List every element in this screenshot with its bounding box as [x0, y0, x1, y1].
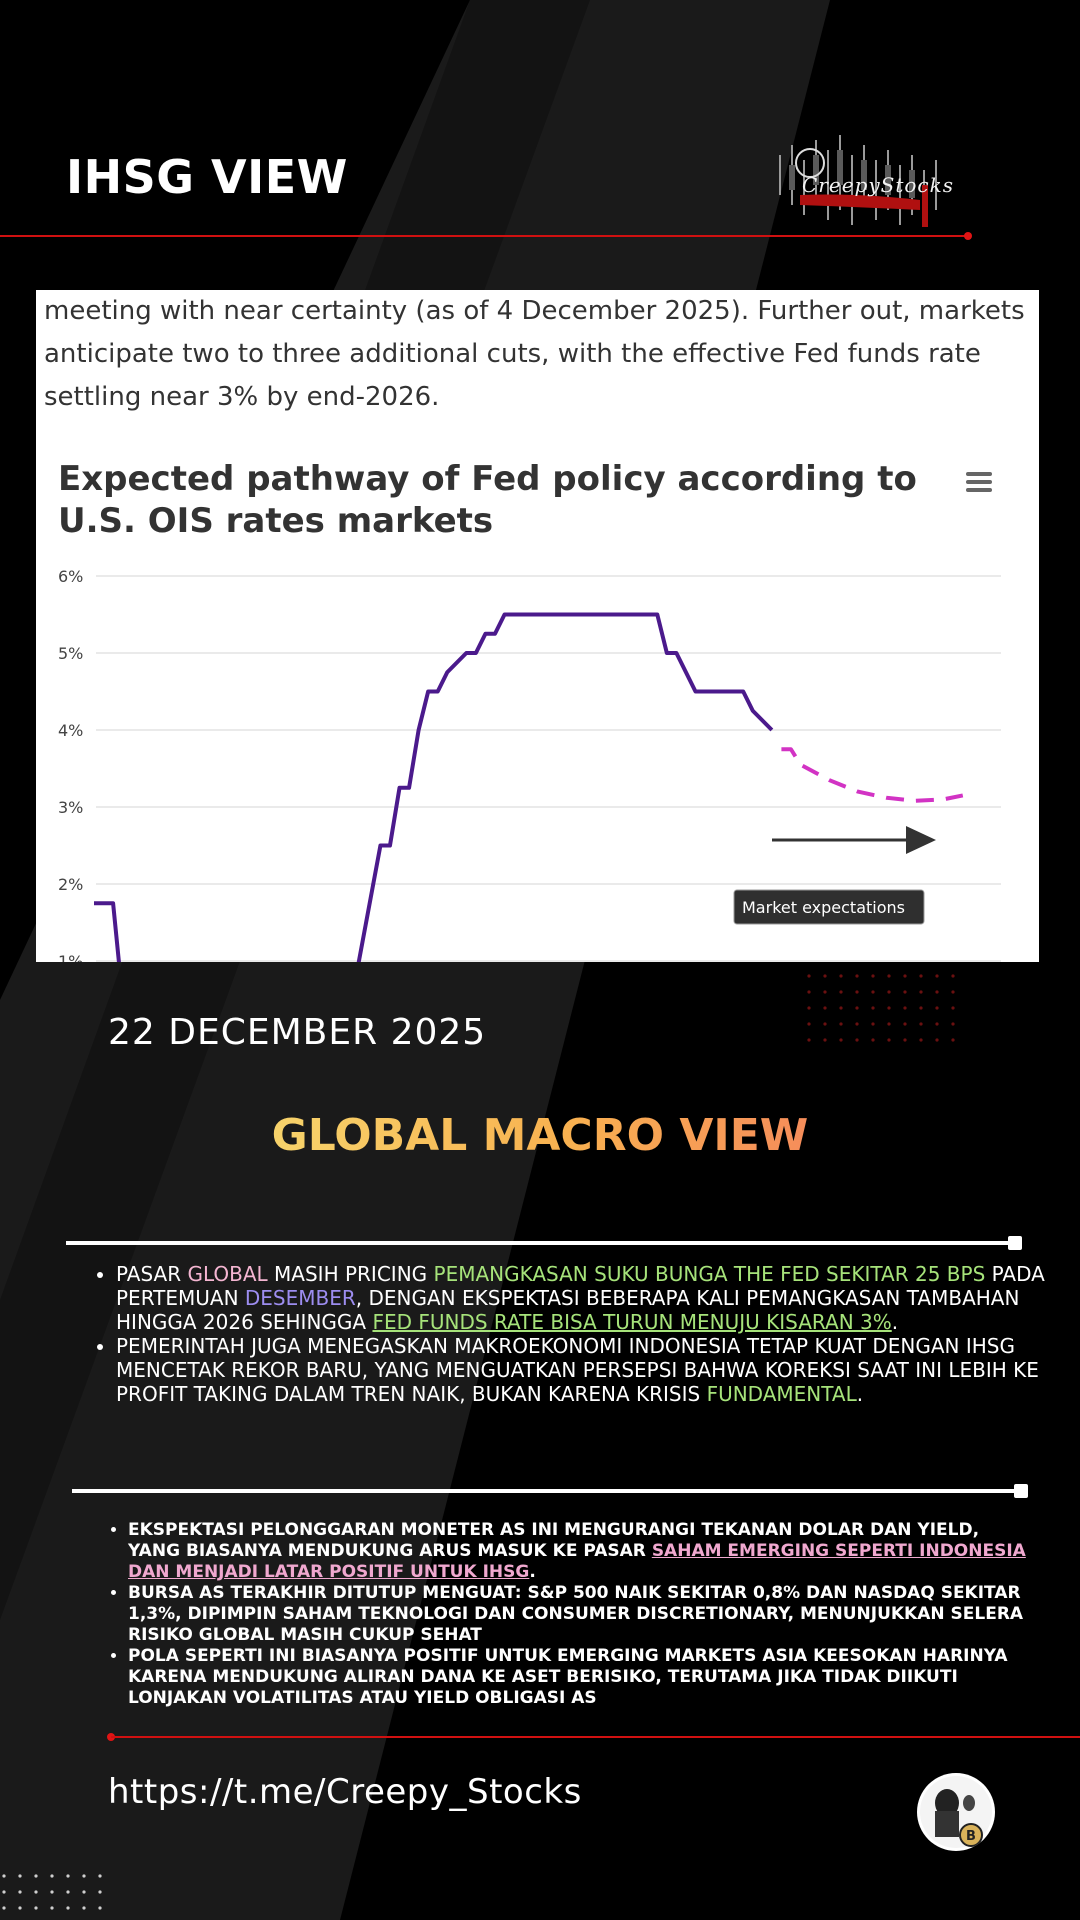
- series-line-expectations: [781, 747, 964, 803]
- y-tick-label: 5%: [58, 644, 83, 663]
- chart-title: Expected pathway of Fed policy according…: [58, 459, 917, 541]
- y-tick-label: 2%: [58, 875, 83, 894]
- brand-name: CreepyStocks: [802, 173, 954, 197]
- y-tick-label: 4%: [58, 721, 83, 740]
- list-item: PEMERINTAH JUGA MENEGASKAN MAKROEKONOMI …: [116, 1334, 1046, 1406]
- skeleton-bitcoin-icon: B: [920, 1776, 992, 1848]
- article-screenshot: meeting with near certainty (as of 4 Dec…: [36, 290, 1039, 962]
- arrow-right-icon: [906, 826, 936, 854]
- macro-bullets-2: EKSPEKTASI PELONGGARAN MONETER AS INI ME…: [104, 1520, 1034, 1709]
- footer-divider: [111, 1736, 1080, 1738]
- list-item: POLA SEPERTI INI BIASANYA POSITIF UNTUK …: [128, 1646, 1034, 1709]
- divider-slider-1: [66, 1241, 1016, 1245]
- brand-logo: CreepyStocks: [770, 125, 970, 235]
- date-label: 22 DECEMBER 2025: [108, 1012, 487, 1053]
- decorative-dots-red: [807, 974, 955, 1042]
- y-tick-label: 1%: [58, 952, 83, 962]
- list-item: EKSPEKTASI PELONGGARAN MONETER AS INI ME…: [128, 1520, 1034, 1583]
- fed-policy-chart: 6% 5% 4% 3% 2% 1% Market expectations: [58, 567, 1001, 962]
- divider-slider-2: [72, 1489, 1022, 1493]
- telegram-link[interactable]: https://t.me/Creepy_Stocks: [108, 1772, 582, 1812]
- series-line-actual: [94, 612, 774, 962]
- hamburger-menu-icon[interactable]: [966, 470, 992, 494]
- macro-bullets-1: PASAR GLOBAL MASIH PRICING PEMANGKASAN S…: [92, 1262, 1046, 1406]
- article-paragraph: meeting with near certainty (as of 4 Dec…: [44, 296, 1025, 412]
- annotation-label: Market expectations: [742, 898, 905, 917]
- y-tick-label: 6%: [58, 567, 83, 586]
- page-title: IHSG VIEW: [66, 150, 348, 204]
- divider-slider-2-knob: [1014, 1484, 1028, 1498]
- decorative-dots-white: [2, 1874, 102, 1910]
- header-divider-dot: [964, 232, 972, 240]
- divider-slider-1-knob: [1008, 1236, 1022, 1250]
- candlestick-logo-graphic: [779, 135, 937, 227]
- header-divider: [0, 235, 968, 237]
- list-item: PASAR GLOBAL MASIH PRICING PEMANGKASAN S…: [116, 1262, 1046, 1334]
- section-title: GLOBAL MACRO VIEW: [0, 1110, 1080, 1161]
- list-item: BURSA AS TERAKHIR DITUTUP MENGUAT: S&P 5…: [128, 1583, 1034, 1646]
- svg-text:B: B: [966, 1829, 976, 1844]
- annotation-box: [733, 889, 925, 925]
- y-tick-label: 3%: [58, 798, 83, 817]
- creepy-stocks-avatar: B: [917, 1773, 995, 1851]
- section-title-text: GLOBAL MACRO VIEW: [271, 1110, 809, 1161]
